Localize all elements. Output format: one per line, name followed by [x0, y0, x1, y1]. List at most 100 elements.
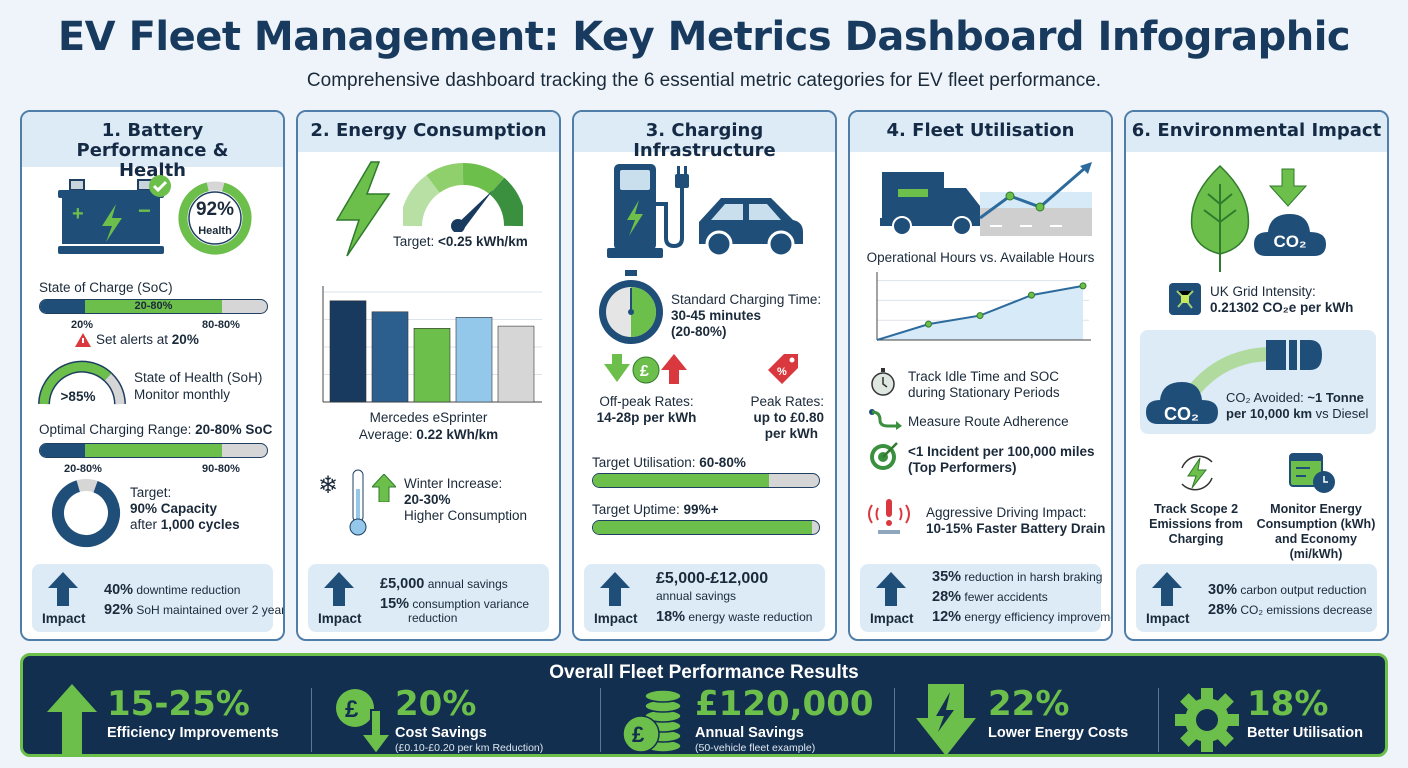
coins-icon: £: [622, 689, 682, 753]
impact-text: CO₂ emissions decrease: [1237, 603, 1373, 617]
thermometer-icon: [349, 469, 367, 536]
chart-bar: [497, 325, 535, 403]
co2-avoided-box: CO₂ CO₂ Avoided: ~1 Tonne per 10,000 km …: [1140, 330, 1376, 434]
health-ring-icon: [178, 181, 252, 255]
charging-time-value: 30-45 minutes: [671, 308, 762, 323]
co2-avoided-value: ~1 Tonne: [1307, 390, 1364, 405]
monitor-text: Monitor Energy: [1270, 502, 1362, 516]
result-caption: Lower Energy Costs: [988, 725, 1129, 741]
svg-text:%: %: [777, 366, 787, 378]
svg-text:£: £: [345, 696, 359, 723]
soh-monitor: Monitor monthly: [134, 387, 231, 402]
panel-title: 3. Charging Infrastructure: [574, 112, 835, 161]
chart-point: [976, 312, 984, 320]
chart-caption: Mercedes eSprinter: [369, 410, 488, 425]
alert-signal-icon: [868, 499, 910, 534]
panel-environment: 6. Environmental Impact CO₂ UK Grid Inte…: [1124, 110, 1389, 641]
offpeak-value: 14-28p per kWh: [596, 410, 697, 425]
soh-gauge-icon: [38, 360, 126, 405]
result-subtext: (50-vehicle fleet example): [695, 742, 816, 754]
monitor-text: Consumption (kWh): [1256, 517, 1376, 531]
impact-box: Impact 40% downtime reduction 92% SoH ma…: [32, 564, 283, 632]
gear-icon: [1175, 688, 1239, 752]
uptime-value: 99%+: [683, 502, 719, 517]
rates-arrows-pound-icon: £: [604, 354, 687, 384]
arrow-up-icon: [600, 572, 630, 606]
impact-label: Impact: [870, 611, 914, 626]
panel-fleet: 4. Fleet Utilisation Operational Hours v…: [848, 110, 1113, 641]
route-icon: [869, 409, 902, 430]
chart-point: [1028, 291, 1035, 299]
result-value: 20%: [395, 684, 477, 724]
target-cycles-prefix: after: [130, 517, 161, 532]
soc-high-label: 80-80%: [202, 319, 240, 331]
optimal-high-label: 90-80%: [202, 463, 240, 475]
impact-label: Impact: [42, 611, 86, 626]
pound-down-icon: £: [336, 689, 393, 754]
result-caption: Efficiency Improvements: [107, 725, 279, 741]
arrow-up-icon: [1152, 572, 1182, 606]
optimal-low-label: 20-80%: [64, 463, 102, 475]
impact-text: downtime reduction: [133, 583, 241, 597]
result-value: 22%: [988, 684, 1070, 724]
chart-bar: [371, 311, 409, 403]
winter-text: Higher Consumption: [404, 508, 528, 523]
grid-intensity-label: UK Grid Intensity:: [1210, 284, 1316, 299]
svg-text:£: £: [640, 363, 649, 380]
impact-box: Impact 30% carbon output reduction 28% C…: [1136, 564, 1377, 632]
charging-time-label: Standard Charging Time:: [671, 292, 822, 307]
grid-network-icon: [1169, 283, 1201, 315]
optimal-value: 20-80% SoC: [195, 422, 273, 437]
results-title: Overall Fleet Performance Results: [549, 662, 859, 683]
co2-avoided-distance: per 10,000 km: [1226, 406, 1313, 421]
offpeak-label: Off-peak Rates:: [599, 394, 694, 409]
panel-battery: 1. Battery Performance & Health + − 92% …: [20, 110, 285, 641]
impact-text: annual savings: [656, 589, 737, 603]
page-title: EV Fleet Management: Key Metrics Dashboa…: [57, 14, 1351, 60]
co2-cloud-icon: [1254, 214, 1326, 256]
impact-label: Impact: [318, 611, 362, 626]
result-item: 22% Lower Energy Costs: [916, 684, 1156, 756]
efficiency-gauge-icon: [403, 163, 523, 232]
grid-intensity-value: 0.21302 CO₂e per kWh: [1210, 300, 1354, 315]
target-capacity: 90% Capacity: [130, 501, 218, 516]
impact-box: Impact 35% reduction in harsh braking 28…: [860, 564, 1111, 632]
optimal-range-bar: [39, 443, 268, 458]
result-item: £ £120,000 Annual Savings (50-vehicle fl…: [622, 684, 913, 756]
chart-bar: [329, 300, 367, 403]
alert-text: Set alerts at: [96, 332, 172, 347]
impact-value: 30%: [1208, 582, 1238, 598]
soh-label: State of Health (SoH): [134, 370, 263, 385]
result-caption: Cost Savings: [395, 725, 487, 741]
panel-title: 2. Energy Consumption: [298, 112, 559, 152]
impact-value: 28%: [1208, 602, 1238, 618]
arrow-up-icon: [47, 684, 97, 754]
panel-charging: 3. Charging Infrastructure Standard Char…: [572, 110, 837, 641]
impact-value: 15%: [380, 596, 410, 612]
peak-label: Peak Rates:: [750, 394, 824, 409]
svg-text:−: −: [138, 198, 151, 223]
impact-text: annual savings: [424, 577, 508, 591]
peak-value: up to £0.80: [753, 410, 824, 425]
impact-text: SoH maintained over 2 years: [133, 603, 285, 617]
impact-label: Impact: [594, 611, 638, 626]
alert-value: 20%: [171, 332, 199, 347]
utilisation-fill: [593, 474, 770, 487]
soc-low-label: 20%: [71, 319, 94, 331]
soh-gauge-value: >85%: [60, 389, 96, 404]
result-value: 15-25%: [107, 684, 250, 724]
impact-value: 12%: [932, 609, 962, 625]
calendar-clock-icon: [1289, 453, 1335, 493]
battery-icon: + −: [58, 175, 171, 254]
impact-text: consumption variance: [409, 597, 530, 611]
aggressive-driving-label: Aggressive Driving Impact:: [926, 505, 1087, 520]
impact-value: 40%: [104, 582, 134, 598]
snowflake-icon: ❄: [318, 472, 339, 499]
impact-label: Impact: [1146, 611, 1190, 626]
bolt-down-icon: [916, 684, 976, 756]
charging-station-car-icon: [607, 164, 803, 258]
peak-unit: per kWh: [764, 426, 818, 441]
result-subtext: (£0.10-£0.20 per km Reduction): [395, 742, 544, 754]
winter-value: 20-30%: [404, 492, 451, 507]
co2-avoided-label: CO₂ Avoided:: [1226, 390, 1308, 405]
